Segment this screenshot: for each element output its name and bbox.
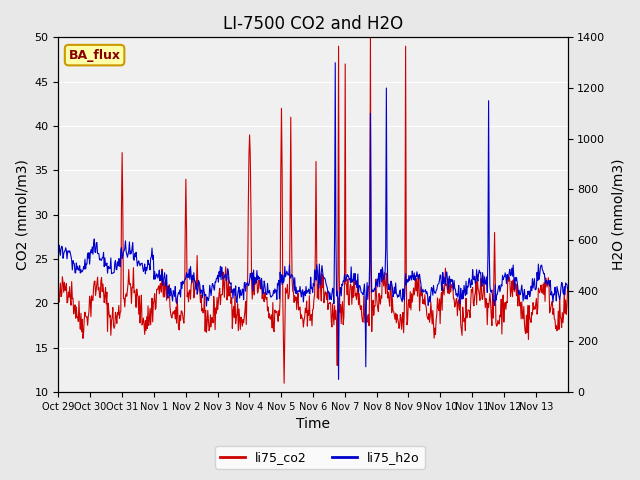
Legend: li75_co2, li75_h2o: li75_co2, li75_h2o — [215, 446, 425, 469]
Title: LI-7500 CO2 and H2O: LI-7500 CO2 and H2O — [223, 15, 403, 33]
Y-axis label: CO2 (mmol/m3): CO2 (mmol/m3) — [15, 159, 29, 270]
Y-axis label: H2O (mmol/m3): H2O (mmol/m3) — [611, 159, 625, 270]
X-axis label: Time: Time — [296, 418, 330, 432]
Text: BA_flux: BA_flux — [68, 48, 120, 61]
